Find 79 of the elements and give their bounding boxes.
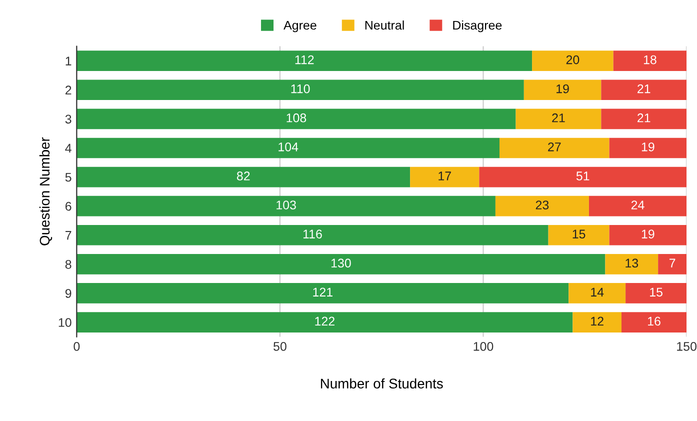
x-tick-label: 0: [74, 342, 80, 351]
bar: [621, 312, 687, 332]
y-tick-label: 8: [65, 260, 72, 269]
bar: [76, 196, 496, 216]
bar: [524, 80, 602, 100]
bar: [626, 283, 687, 304]
x-tick-label: 150: [677, 342, 696, 351]
bar: [658, 254, 687, 274]
bar: [605, 254, 658, 274]
data-label: 20: [566, 55, 580, 64]
data-label: 17: [438, 172, 451, 180]
data-label: 21: [552, 113, 565, 122]
bar: [76, 312, 573, 332]
data-label: 16: [648, 316, 660, 326]
bar: [479, 166, 687, 188]
data-label: 19: [642, 230, 654, 238]
data-label: 82: [236, 172, 250, 180]
data-label: 116: [303, 230, 322, 238]
x-tick-label: 50: [274, 342, 286, 351]
y-tick-label: 7: [66, 231, 72, 240]
bar: [76, 166, 410, 188]
data-label: 112: [295, 55, 314, 64]
bar: [410, 166, 480, 188]
data-label: 23: [536, 200, 549, 210]
bar: [548, 224, 610, 246]
data-label: 104: [278, 142, 298, 152]
y-tick-label: 4: [65, 144, 72, 153]
bar: [532, 50, 614, 71]
x-tick-label: 100: [474, 342, 494, 351]
y-tick-label: 9: [65, 289, 72, 298]
data-label: 7: [669, 258, 676, 268]
data-label: 15: [572, 230, 586, 238]
data-label: 130: [331, 258, 351, 268]
bar: [500, 138, 610, 158]
bar: [572, 312, 622, 332]
data-label: 110: [291, 84, 310, 94]
data-label: 108: [286, 113, 306, 122]
bar: [495, 196, 589, 216]
data-label: 12: [591, 316, 604, 326]
y-tick-label: 6: [65, 202, 72, 211]
legend-label: Neutral: [365, 20, 404, 30]
y-tick-label: 1: [66, 56, 72, 66]
bar: [76, 283, 569, 304]
y-tick-label: 10: [58, 318, 72, 327]
data-label: 122: [315, 316, 334, 326]
data-label: 18: [644, 55, 656, 64]
y-axis-title: Question Number: [39, 137, 52, 246]
bar: [76, 254, 606, 274]
data-label: 27: [548, 142, 561, 152]
y-tick-label: 5: [65, 172, 72, 182]
bar: [601, 80, 687, 100]
bar: [76, 108, 516, 130]
y-tick-label: 2: [65, 86, 72, 94]
data-label: 24: [631, 200, 644, 210]
bar: [76, 80, 524, 100]
data-label: 15: [650, 288, 662, 297]
bar: [588, 196, 687, 216]
bar: [76, 50, 532, 71]
data-label: 19: [642, 142, 654, 152]
y-tick-label: 3: [65, 114, 72, 124]
data-label: 21: [638, 84, 650, 94]
data-label: 21: [638, 113, 650, 122]
data-label: 121: [313, 288, 332, 296]
data-label: 103: [276, 200, 296, 210]
legend-label: Disagree: [453, 20, 502, 32]
bar: [568, 283, 626, 304]
data-label: 19: [556, 84, 569, 94]
bar: [609, 224, 687, 246]
bar: [76, 224, 548, 246]
data-label: 14: [591, 288, 604, 296]
bar: [76, 138, 500, 158]
data-label: 13: [626, 258, 638, 268]
x-axis-title: Number of Students: [320, 378, 443, 389]
bar: [613, 50, 687, 71]
legend-label: Agree: [284, 20, 316, 32]
bar: [601, 108, 687, 130]
bar: [516, 108, 602, 130]
data-label: 51: [576, 172, 590, 180]
bar: [609, 138, 687, 158]
